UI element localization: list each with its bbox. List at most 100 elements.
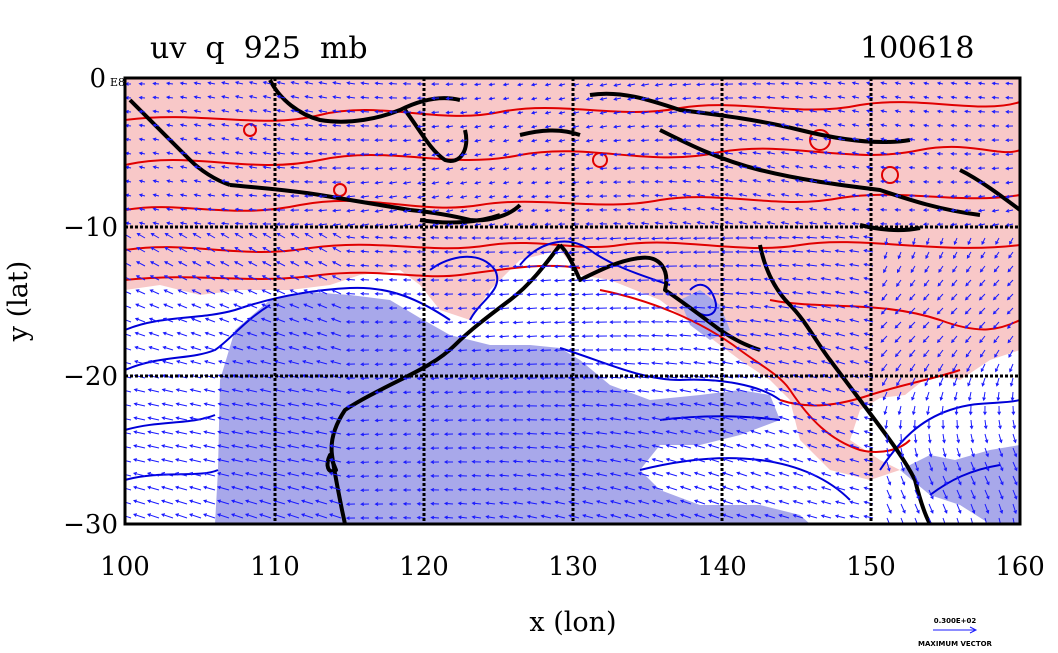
wind-vector [471, 292, 482, 297]
wind-vector [951, 349, 958, 358]
wind-vector [161, 402, 174, 407]
wind-vector [485, 432, 496, 436]
wind-vector [977, 180, 986, 185]
wind-vector [792, 304, 804, 309]
wind-vector [161, 499, 174, 505]
wind-vector [998, 489, 1004, 500]
wind-vector [474, 167, 482, 171]
wind-vector [430, 320, 440, 325]
wind-vector [512, 236, 524, 241]
wind-vector [485, 459, 496, 464]
wind-vector [738, 137, 748, 141]
wind-vector [834, 486, 846, 491]
wind-vector [530, 166, 538, 171]
wind-vector [135, 289, 146, 295]
wind-vector [388, 460, 398, 465]
y-tick-label: −30 [63, 510, 118, 540]
wind-vector [331, 166, 342, 170]
wind-vector [474, 195, 482, 199]
wind-vector [908, 194, 916, 198]
wind-vector [498, 250, 510, 255]
wind-vector [764, 443, 776, 449]
wind-vector [125, 261, 132, 267]
wind-vector [823, 123, 832, 127]
wind-vector [530, 222, 538, 227]
wind-vector [303, 289, 314, 295]
wind-vector [553, 334, 566, 339]
wind-vector [571, 125, 580, 129]
wind-vector [526, 292, 538, 297]
wind-vector [402, 249, 412, 254]
wind-vector [749, 346, 762, 351]
wind-vector [595, 458, 608, 463]
wind-vector [977, 166, 986, 171]
wind-vector [276, 94, 286, 99]
wind-vector [304, 232, 314, 239]
wind-vector [374, 418, 384, 423]
wind-vector [374, 81, 384, 86]
wind-vector [894, 179, 902, 184]
wind-vector [138, 193, 146, 198]
wind-vector [909, 349, 916, 358]
wind-vector [443, 264, 454, 268]
wind-vector [964, 109, 972, 114]
wind-vector [512, 514, 524, 519]
wind-vector [360, 235, 370, 240]
wind-vector [160, 458, 174, 463]
wind-vector [553, 250, 566, 255]
wind-vector [900, 447, 905, 458]
wind-vector [837, 109, 846, 113]
wind-vector [963, 152, 972, 156]
wind-vector [626, 138, 636, 143]
wind-vector [894, 109, 902, 114]
wind-vector [724, 179, 734, 183]
wind-vector [554, 500, 566, 505]
wind-vector [998, 503, 1004, 514]
wind-vector [207, 109, 216, 113]
wind-vector [693, 471, 706, 477]
wind-vector [806, 500, 818, 505]
wind-vector [980, 363, 986, 373]
x-tick-label: 140 [697, 552, 747, 582]
wind-vector [346, 81, 356, 85]
wind-vector [471, 459, 482, 464]
wind-vector [262, 108, 272, 113]
wind-vector [640, 179, 650, 184]
wind-vector [161, 388, 174, 393]
wind-vector [553, 417, 566, 422]
wind-vector [693, 388, 706, 393]
wind-vector [402, 292, 411, 296]
wind-vector [654, 96, 664, 101]
wind-vector [792, 429, 804, 435]
wind-vector [300, 471, 314, 477]
wind-vector [530, 110, 538, 115]
wind-vector [707, 333, 720, 337]
wind-vector [967, 377, 972, 387]
wind-vector [950, 81, 958, 86]
wind-vector [928, 475, 934, 486]
wind-vector [749, 318, 762, 323]
wind-vector [599, 221, 608, 226]
x-tick-label: 150 [846, 552, 896, 582]
wind-vector [820, 472, 832, 477]
wind-vector [581, 389, 594, 394]
wind-vector [835, 402, 846, 407]
wind-vector [553, 306, 566, 311]
wind-vector [849, 262, 860, 267]
wind-vector [485, 236, 496, 240]
wind-vector [540, 403, 552, 408]
wind-vector [637, 430, 650, 435]
wind-vector [849, 430, 860, 435]
wind-vector [749, 332, 762, 337]
wind-vector [149, 261, 160, 267]
wind-vector [431, 82, 440, 86]
wind-vector [821, 443, 832, 449]
wind-vector [233, 303, 244, 309]
wind-vector [459, 167, 468, 171]
wind-vector [806, 471, 818, 477]
wind-vector [665, 485, 678, 491]
wind-vector [502, 96, 510, 101]
wind-vector [991, 180, 1000, 185]
wind-vector [276, 109, 286, 113]
wind-vector [950, 180, 958, 184]
